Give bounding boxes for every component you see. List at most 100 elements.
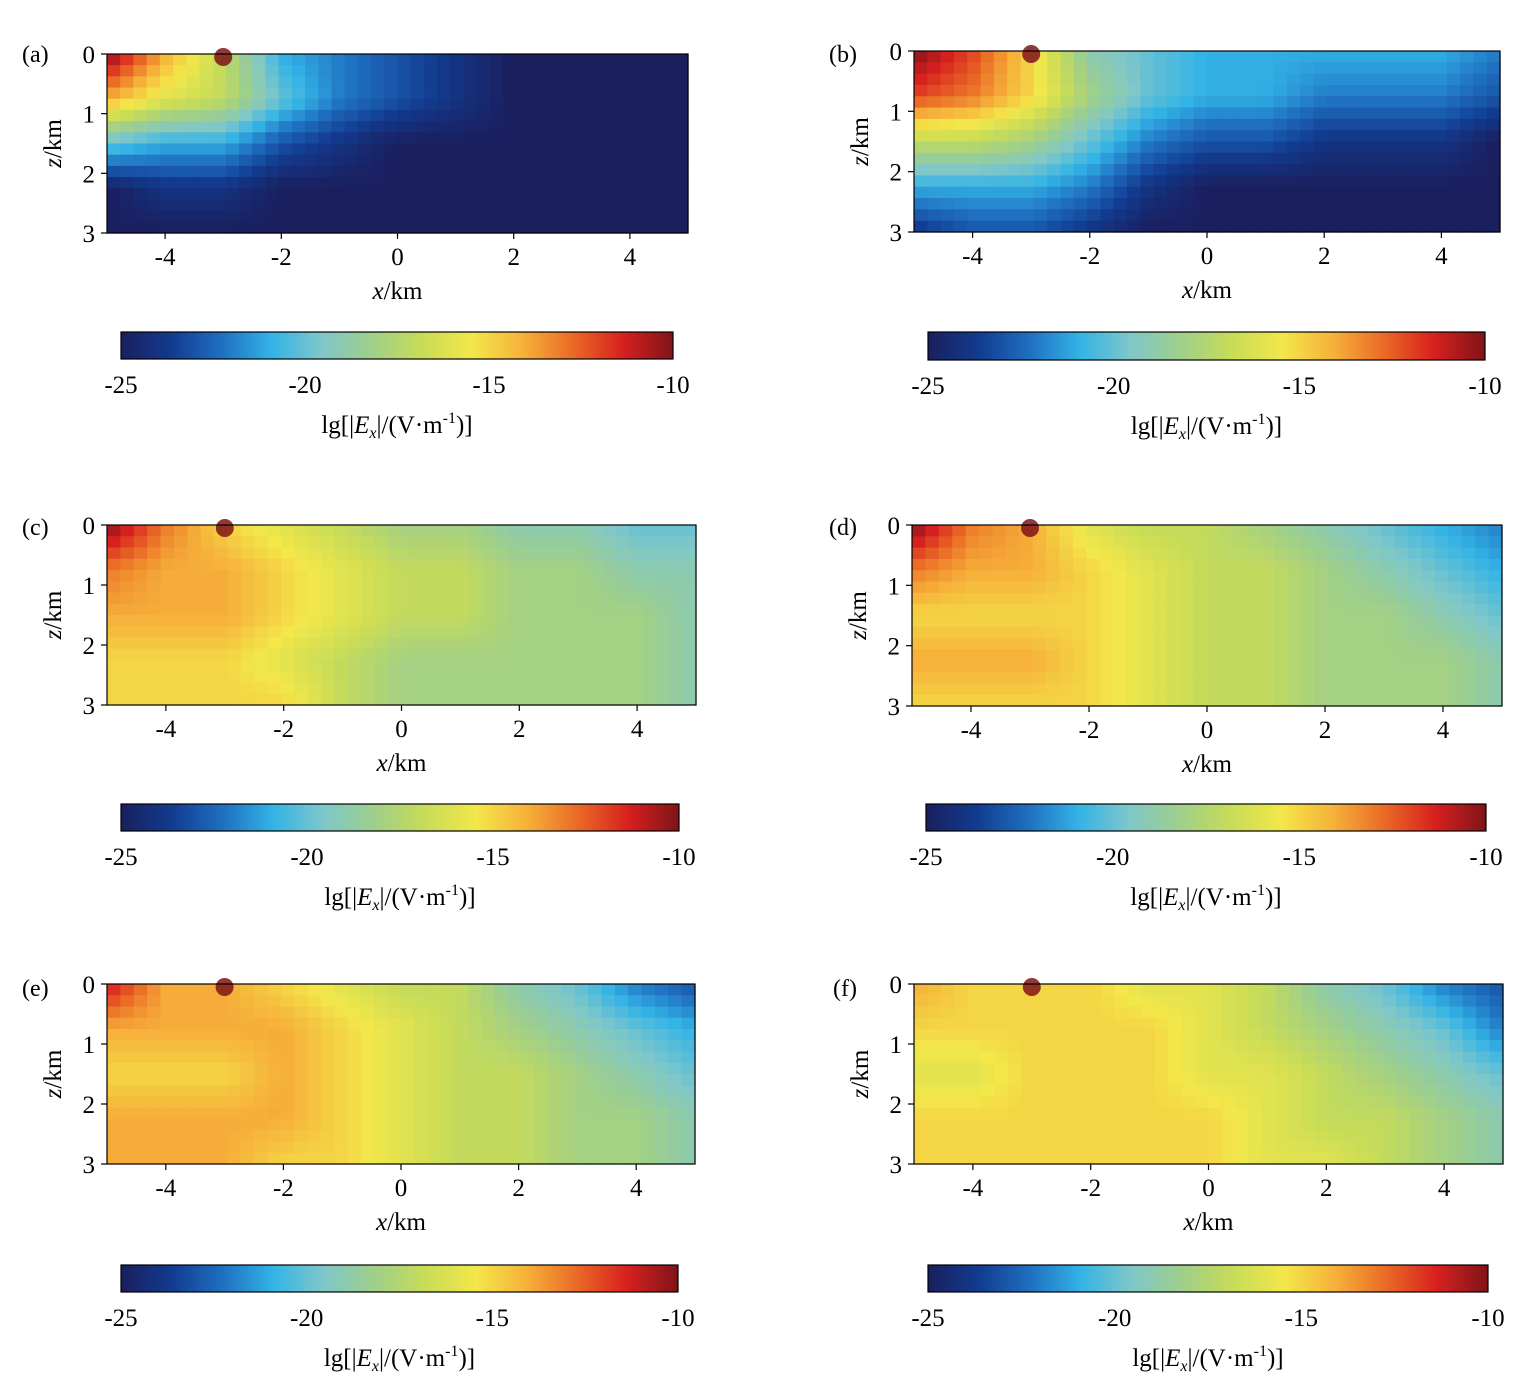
heatmap-cell <box>682 525 697 537</box>
heatmap-cell <box>574 1152 589 1165</box>
heatmap-cells <box>914 984 1504 1165</box>
colorbar-tick-label: -15 <box>476 1305 509 1332</box>
heatmap-cell <box>331 221 346 234</box>
heatmap-cell <box>1382 1006 1397 1019</box>
heatmap-cell <box>1488 672 1503 684</box>
heatmap-cell <box>1328 1040 1343 1053</box>
heatmap-cell <box>133 1074 148 1086</box>
heatmap-cell <box>1460 130 1474 143</box>
heatmap-cell <box>1460 152 1474 165</box>
heatmap-cell <box>1153 107 1168 120</box>
heatmap-cell <box>1489 1096 1504 1109</box>
heatmap-cell <box>914 73 928 86</box>
heatmap-cell <box>992 570 1007 583</box>
heatmap-cell <box>344 98 359 111</box>
heatmap-cell <box>588 615 603 627</box>
heatmap-cell <box>1462 1040 1477 1053</box>
heatmap-cell <box>240 1130 255 1143</box>
heatmap-cell <box>1314 615 1329 628</box>
heatmap-cell <box>1020 62 1035 75</box>
heatmap-cell <box>1101 1040 1116 1053</box>
heatmap-cell <box>321 626 336 639</box>
heatmap-cell <box>521 603 536 616</box>
heatmap-cell <box>1047 118 1062 131</box>
heatmap-cell <box>427 1107 442 1120</box>
heatmap-cell <box>1168 1107 1183 1120</box>
heatmap-cell <box>1168 995 1183 1008</box>
heatmap-cell <box>1300 51 1315 63</box>
heatmap-cell <box>938 649 953 662</box>
heatmap-cell <box>1340 164 1355 177</box>
heatmap-cell <box>1421 615 1436 628</box>
heatmap-cell <box>503 210 517 223</box>
heatmap-cell <box>1113 604 1128 617</box>
heatmap-cell <box>1233 130 1248 143</box>
heatmap-cell <box>521 1006 536 1019</box>
heatmap-cell <box>1072 626 1087 639</box>
heatmap-cell <box>1074 1152 1089 1165</box>
heatmap-cell <box>1021 1141 1036 1154</box>
heatmap-cell <box>508 648 523 661</box>
heatmap-cell <box>521 626 536 639</box>
heatmap-cell <box>1300 570 1315 583</box>
heatmap-cell <box>454 1107 469 1120</box>
heatmap-cell <box>588 682 603 695</box>
heatmap-cell <box>1408 626 1423 639</box>
heatmap-cell <box>992 536 1007 549</box>
heatmap-cell <box>1246 96 1261 109</box>
heatmap-cell <box>595 165 610 178</box>
heatmap-cell <box>1100 107 1115 120</box>
heatmap-cell <box>441 558 456 571</box>
heatmap-cell <box>173 1040 188 1053</box>
heatmap-cell <box>1366 152 1381 165</box>
heatmap-cell <box>1046 672 1061 684</box>
heatmap-cell <box>1486 141 1501 154</box>
heatmap-cell <box>569 210 583 223</box>
heatmap-cell <box>357 87 372 100</box>
heatmap-cell <box>1153 660 1168 673</box>
heatmap-cell <box>160 1130 175 1143</box>
heatmap-cell <box>1302 1062 1317 1075</box>
heatmap-cell <box>147 1074 162 1086</box>
x-tick-label: 2 <box>1319 717 1332 744</box>
heatmap-cell <box>1059 683 1074 696</box>
heatmap-cell <box>614 1074 629 1086</box>
heatmap-cell <box>1233 118 1248 131</box>
heatmap-cell <box>1287 660 1302 673</box>
heatmap-cell <box>278 221 293 234</box>
heatmap-cell <box>357 54 372 66</box>
heatmap-cell <box>1061 984 1076 996</box>
heatmap-cell <box>588 1096 603 1109</box>
heatmap-cell <box>548 558 563 571</box>
heatmap-cell <box>147 671 162 684</box>
heatmap-cell <box>347 603 362 616</box>
heatmap-cell <box>1061 1107 1076 1120</box>
heatmap-cell <box>305 132 319 145</box>
heatmap-cell <box>120 199 134 212</box>
heatmap-cell <box>489 154 504 167</box>
heatmap-cell <box>1300 547 1315 560</box>
heatmap-cell <box>1260 558 1275 571</box>
heatmap-cell <box>575 525 590 537</box>
x-tick-label: 2 <box>513 716 526 743</box>
heatmap-cell <box>927 1040 942 1053</box>
heatmap-cell <box>120 1107 135 1120</box>
heatmap-cell <box>1033 220 1048 233</box>
source-point <box>215 519 234 537</box>
heatmap-cell <box>1074 984 1089 996</box>
heatmap-cell <box>1007 1141 1022 1154</box>
heatmap-cell <box>574 984 589 996</box>
heatmap-cell <box>107 693 121 706</box>
heatmap-cell <box>481 1119 496 1131</box>
heatmap-cell <box>629 592 644 605</box>
heatmap-cell <box>521 648 536 661</box>
heatmap-cell <box>535 581 550 594</box>
source-point <box>1021 519 1039 537</box>
heatmap-cell <box>428 693 443 706</box>
heatmap-cell <box>1221 1107 1236 1120</box>
heatmap-cell <box>1233 198 1248 210</box>
heatmap-cell <box>107 581 121 594</box>
heatmap-cell <box>1353 62 1368 75</box>
heatmap-cell <box>160 1141 175 1154</box>
heatmap-cell <box>147 1085 162 1098</box>
